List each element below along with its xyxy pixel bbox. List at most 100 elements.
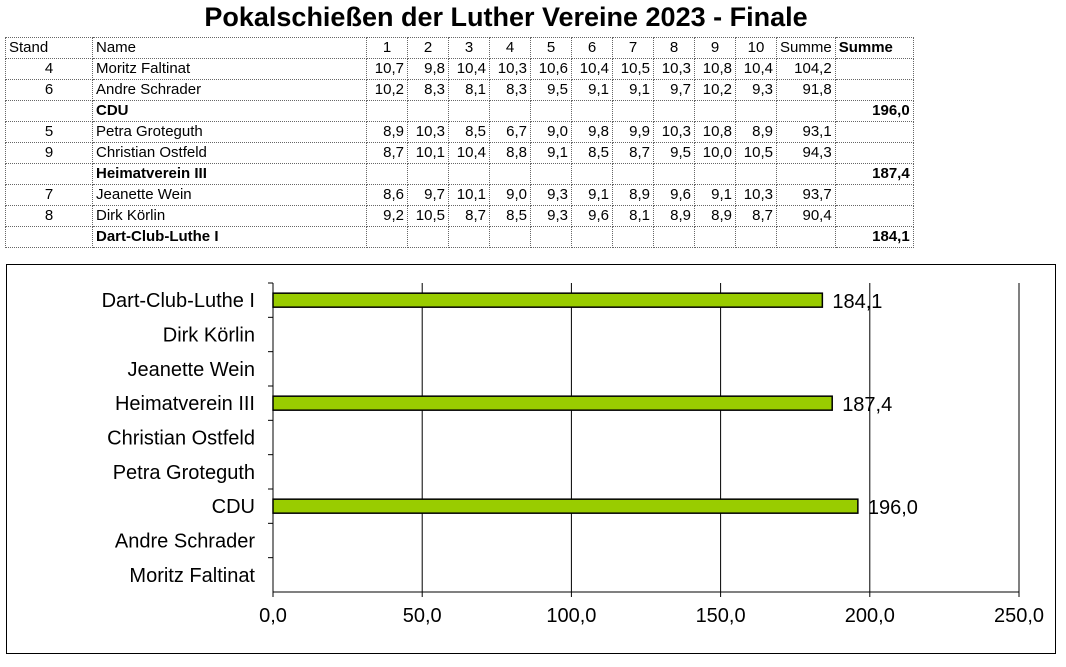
bar [272, 498, 859, 514]
score-cell [489, 226, 531, 248]
header-shot-6: 6 [571, 37, 613, 59]
name-cell: Jeanette Wein [92, 184, 367, 206]
team-row: Heimatverein III 187,4 [5, 163, 914, 185]
table-row: 8 Dirk Körlin 9,2 10,5 8,7 8,5 9,3 9,6 8,1 8,9 8,9… [5, 205, 914, 227]
score-cell [407, 100, 449, 122]
score-cell: 8,9 [366, 121, 408, 143]
score-cell: 10,3 [653, 58, 695, 80]
header-shot-5: 5 [530, 37, 572, 59]
score-cell: 10,6 [530, 58, 572, 80]
score-cell [735, 163, 777, 185]
score-cell: 10,8 [694, 121, 736, 143]
score-cell: 9,0 [489, 184, 531, 206]
score-cell: 9,3 [735, 79, 777, 101]
table-row: 5 Petra Groteguth 8,9 10,3 8,5 6,7 9,0 9,8 9,9 10… [5, 121, 914, 143]
score-cell [407, 163, 449, 185]
score-cell [653, 100, 695, 122]
name-cell: CDU [92, 100, 367, 122]
score-cell: 10,3 [653, 121, 695, 143]
x-tick-label: 100,0 [546, 605, 596, 627]
name-cell: Moritz Faltinat [92, 58, 367, 80]
name-cell: Petra Groteguth [92, 121, 367, 143]
score-cell: 8,7 [366, 142, 408, 164]
score-cell [407, 226, 449, 248]
score-cell: 8,7 [735, 205, 777, 227]
team-row: CDU 196,0 [5, 100, 914, 122]
team-summe-cell [834, 58, 914, 80]
score-cell: 8,6 [366, 184, 408, 206]
name-cell: Christian Ostfeld [92, 142, 367, 164]
score-cell: 10,4 [448, 142, 490, 164]
score-cell [448, 163, 490, 185]
header-team-summe: Summe [834, 37, 914, 59]
score-cell [612, 226, 654, 248]
table-row: 4 Moritz Faltinat 10,7 9,8 10,4 10,3 10,6 10,4 1… [5, 58, 914, 80]
score-cell [530, 163, 572, 185]
score-cell: 10,1 [448, 184, 490, 206]
header-shot-9: 9 [694, 37, 736, 59]
stand-cell [5, 100, 93, 122]
stand-cell: 6 [5, 79, 93, 101]
score-cell: 8,5 [448, 121, 490, 143]
score-cell [366, 100, 408, 122]
score-cell: 9,8 [571, 121, 613, 143]
bar [272, 292, 824, 308]
category-label: Heimatverein III [115, 393, 255, 415]
team-summe-cell [834, 79, 914, 101]
team-summe-cell: 196,0 [834, 100, 914, 122]
table-row: 9 Christian Ostfeld 8,7 10,1 10,4 8,8 9,1 8,5 8,… [5, 142, 914, 164]
score-cell: 9,5 [653, 142, 695, 164]
team-summe-cell [834, 142, 914, 164]
header-name: Name [92, 37, 367, 59]
score-cell: 10,3 [735, 184, 777, 206]
score-cell: 9,3 [530, 184, 572, 206]
score-cell [530, 100, 572, 122]
category-label: Moritz Faltinat [129, 565, 255, 587]
score-cell [612, 163, 654, 185]
name-cell: Heimatverein III [92, 163, 367, 185]
score-cell: 10,0 [694, 142, 736, 164]
x-tick-label: 150,0 [696, 605, 746, 627]
score-cell: 9,1 [612, 79, 654, 101]
score-cell [612, 100, 654, 122]
score-cell: 10,1 [407, 142, 449, 164]
score-cell [448, 100, 490, 122]
data-label: 196,0 [868, 497, 918, 519]
summe-cell: 90,4 [776, 205, 836, 227]
score-cell: 9,5 [530, 79, 572, 101]
score-cell [571, 226, 613, 248]
stand-cell [5, 163, 93, 185]
score-cell: 10,2 [366, 79, 408, 101]
score-cell: 8,9 [653, 205, 695, 227]
score-cell: 10,4 [735, 58, 777, 80]
summe-cell: 104,2 [776, 58, 836, 80]
score-cell: 10,5 [407, 205, 449, 227]
score-cell [735, 100, 777, 122]
score-cell: 9,1 [694, 184, 736, 206]
score-cell: 9,7 [653, 79, 695, 101]
header-shot-7: 7 [612, 37, 654, 59]
team-summe-cell [834, 121, 914, 143]
category-label: Dart-Club-Luthe I [102, 290, 255, 312]
score-cell [489, 100, 531, 122]
score-cell [489, 163, 531, 185]
score-cell: 9,0 [530, 121, 572, 143]
header-shot-1: 1 [366, 37, 408, 59]
category-label: Dirk Körlin [163, 325, 255, 347]
score-cell: 9,1 [530, 142, 572, 164]
category-label: Jeanette Wein [128, 359, 256, 381]
stand-cell: 8 [5, 205, 93, 227]
stand-cell: 5 [5, 121, 93, 143]
score-cell [653, 226, 695, 248]
team-row: Dart-Club-Luthe I 184,1 [5, 226, 914, 248]
score-cell: 8,8 [489, 142, 531, 164]
header-shot-2: 2 [407, 37, 449, 59]
page-title: Pokalschießen der Luther Vereine 2023 - … [204, 2, 808, 32]
score-cell: 8,1 [612, 205, 654, 227]
score-cell: 8,3 [407, 79, 449, 101]
score-cell: 8,5 [489, 205, 531, 227]
score-cell: 8,9 [612, 184, 654, 206]
score-cell: 9,1 [571, 79, 613, 101]
header-shot-10: 10 [735, 37, 777, 59]
x-tick-label: 250,0 [994, 605, 1044, 627]
